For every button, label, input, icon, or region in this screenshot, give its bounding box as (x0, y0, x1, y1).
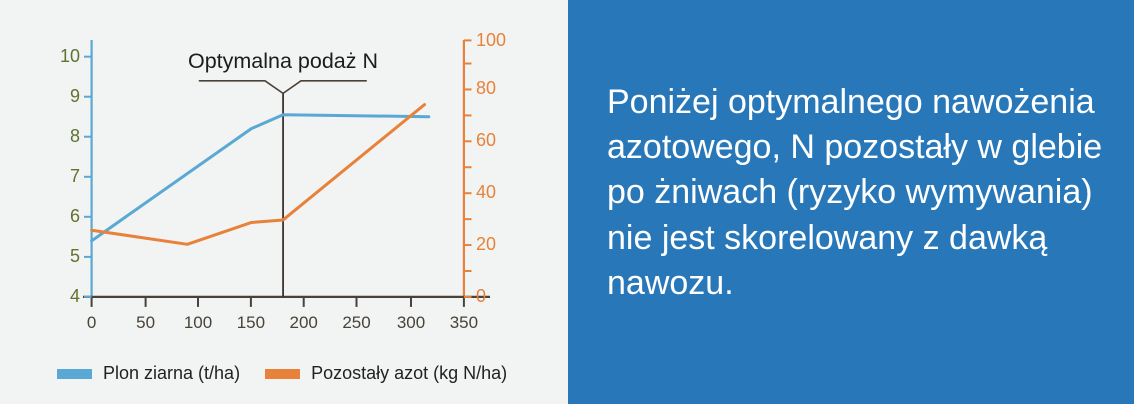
svg-text:0: 0 (476, 286, 486, 306)
svg-text:Optymalna podaż N: Optymalna podaż N (188, 49, 378, 73)
svg-text:7: 7 (70, 166, 80, 186)
svg-text:5: 5 (70, 246, 80, 266)
svg-text:50: 50 (136, 313, 155, 332)
svg-text:6: 6 (70, 206, 80, 226)
svg-text:10: 10 (60, 46, 80, 66)
svg-text:150: 150 (237, 313, 265, 332)
svg-text:100: 100 (184, 313, 212, 332)
svg-text:60: 60 (476, 130, 496, 150)
svg-text:8: 8 (70, 126, 80, 146)
svg-text:250: 250 (342, 313, 370, 332)
svg-text:200: 200 (290, 313, 318, 332)
svg-text:350: 350 (450, 313, 478, 332)
svg-text:0: 0 (87, 313, 96, 332)
svg-text:20: 20 (476, 234, 496, 254)
svg-text:40: 40 (476, 182, 496, 202)
svg-text:300: 300 (397, 313, 425, 332)
svg-text:4: 4 (70, 286, 80, 306)
svg-text:100: 100 (476, 30, 506, 50)
svg-text:9: 9 (70, 86, 80, 106)
svg-text:80: 80 (476, 78, 496, 98)
